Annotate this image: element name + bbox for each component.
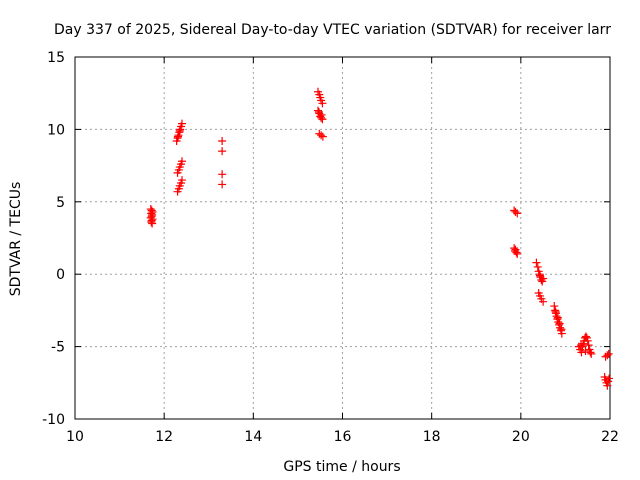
data-point — [318, 132, 327, 141]
data-point — [551, 307, 560, 316]
data-point — [175, 126, 184, 135]
data-point — [586, 348, 595, 357]
y-tick-label: -5 — [51, 340, 65, 356]
data-point — [148, 219, 157, 228]
x-tick-label: 14 — [244, 429, 262, 445]
data-point — [178, 157, 186, 166]
data-point — [218, 170, 227, 179]
data-point — [218, 180, 227, 189]
data-point — [539, 297, 548, 306]
grid-lines — [75, 57, 610, 419]
data-point — [513, 249, 522, 258]
x-tick-label: 22 — [601, 429, 619, 445]
data-point — [532, 258, 541, 267]
data-point — [513, 209, 522, 218]
data-point — [553, 313, 562, 322]
data-points — [146, 87, 614, 390]
data-point — [147, 218, 156, 227]
data-point — [550, 302, 559, 311]
x-tick-label: 10 — [66, 429, 84, 445]
data-point — [577, 341, 586, 350]
chart-title: Day 337 of 2025, Sidereal Day-to-day VTE… — [54, 22, 611, 38]
y-tick-label: 5 — [56, 195, 65, 211]
data-point — [178, 119, 186, 128]
data-point — [317, 131, 326, 140]
data-point — [318, 115, 327, 124]
data-point — [511, 207, 520, 216]
data-point — [581, 332, 590, 341]
data-point — [533, 262, 542, 271]
x-tick-label: 12 — [155, 429, 173, 445]
data-point — [218, 136, 227, 145]
data-point — [605, 374, 614, 383]
data-point — [603, 381, 612, 390]
data-point — [583, 336, 592, 345]
data-point — [604, 349, 613, 358]
data-point — [178, 176, 186, 185]
data-point — [511, 245, 520, 254]
tick-labels: 10 12 14 16 18 20 22 -10 -5 0 5 10 15 — [42, 50, 619, 445]
data-point — [603, 351, 612, 360]
data-point — [317, 110, 326, 119]
y-tick-label: 10 — [47, 122, 65, 138]
x-tick-label: 20 — [512, 429, 530, 445]
data-point — [577, 348, 586, 357]
data-point — [218, 147, 227, 156]
y-tick-label: 15 — [47, 50, 65, 66]
x-tick-label: 16 — [334, 429, 352, 445]
y-tick-label: 0 — [56, 267, 65, 283]
data-point — [557, 325, 566, 334]
data-point — [318, 99, 327, 108]
data-point — [537, 275, 546, 284]
data-point — [536, 271, 545, 280]
data-point — [173, 132, 182, 141]
data-point — [584, 341, 593, 350]
data-point — [587, 349, 596, 358]
data-point — [555, 319, 564, 328]
axis-ticks — [74, 56, 611, 420]
data-point — [581, 346, 590, 355]
x-tick-label: 18 — [423, 429, 441, 445]
y-tick-label: -10 — [42, 412, 65, 428]
x-axis-title: GPS time / hours — [283, 459, 400, 475]
y-axis-title: SDTVAR / TECUs — [8, 182, 24, 297]
